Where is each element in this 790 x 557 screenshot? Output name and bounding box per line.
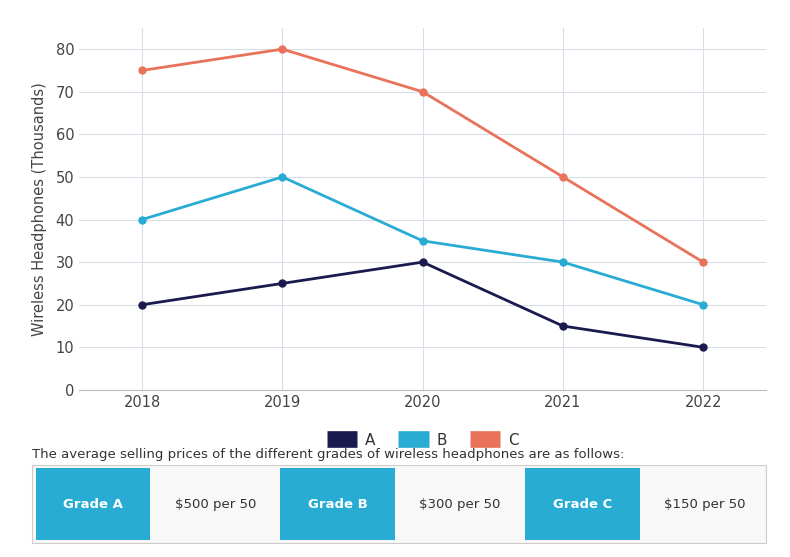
Text: Grade A: Grade A — [63, 497, 122, 511]
Legend: A, B, C: A, B, C — [321, 427, 525, 454]
Text: The average selling prices of the different grades of wireless headphones are as: The average selling prices of the differ… — [32, 448, 624, 461]
Text: $500 per 50: $500 per 50 — [175, 497, 256, 511]
Text: $300 per 50: $300 per 50 — [419, 497, 501, 511]
Text: $150 per 50: $150 per 50 — [664, 497, 746, 511]
Y-axis label: Wireless Headphones (Thousands): Wireless Headphones (Thousands) — [32, 82, 47, 336]
Text: Grade C: Grade C — [553, 497, 612, 511]
Text: Grade B: Grade B — [308, 497, 367, 511]
